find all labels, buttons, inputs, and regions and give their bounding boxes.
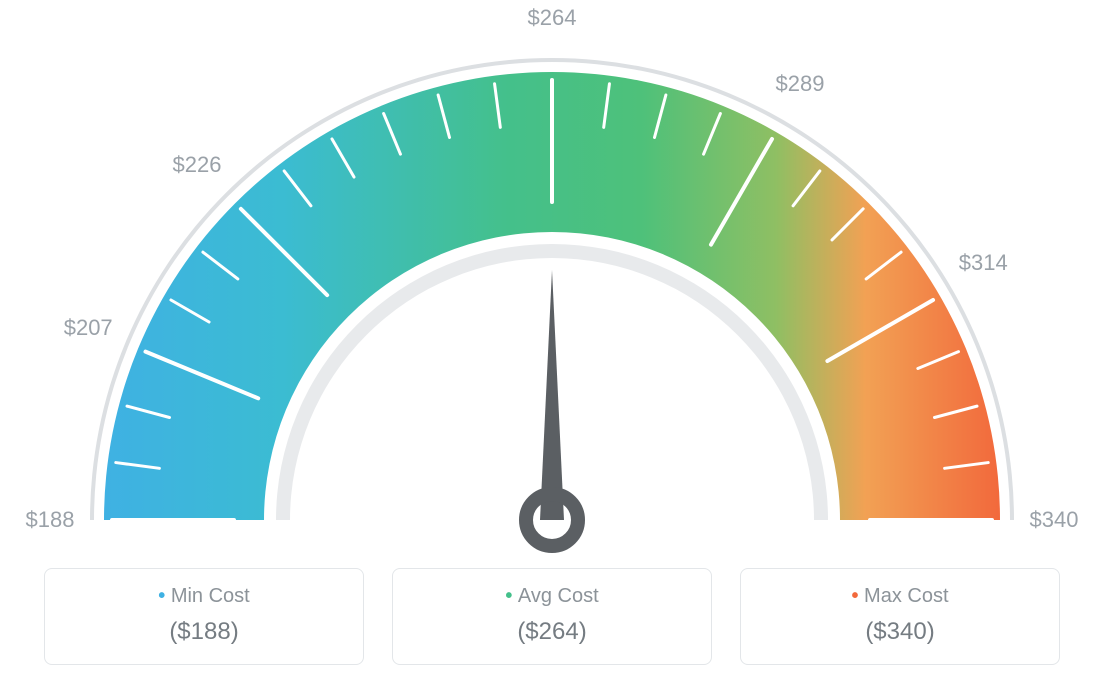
legend-min-value: ($188) <box>65 618 343 646</box>
gauge-tick-label: $340 <box>1030 507 1079 533</box>
cost-gauge: $188 $207 $226 $264 $289 $314 $340 <box>0 0 1104 560</box>
legend-avg-value: ($264) <box>413 618 691 646</box>
legend-row: Min Cost ($188) Avg Cost ($264) Max Cost… <box>0 568 1104 665</box>
legend-max-label: Max Cost <box>761 585 1039 608</box>
legend-min-label: Min Cost <box>65 585 343 608</box>
gauge-tick-label: $314 <box>959 250 1008 276</box>
gauge-tick-label: $226 <box>173 152 222 178</box>
legend-card-min: Min Cost ($188) <box>44 568 364 665</box>
legend-avg-label: Avg Cost <box>413 585 691 608</box>
legend-max-value: ($340) <box>761 618 1039 646</box>
legend-card-max: Max Cost ($340) <box>740 568 1060 665</box>
gauge-tick-label: $264 <box>528 5 577 31</box>
gauge-tick-label: $188 <box>26 507 75 533</box>
gauge-svg <box>0 0 1104 560</box>
gauge-tick-label: $207 <box>64 315 113 341</box>
gauge-tick-label: $289 <box>776 71 825 97</box>
legend-card-avg: Avg Cost ($264) <box>392 568 712 665</box>
